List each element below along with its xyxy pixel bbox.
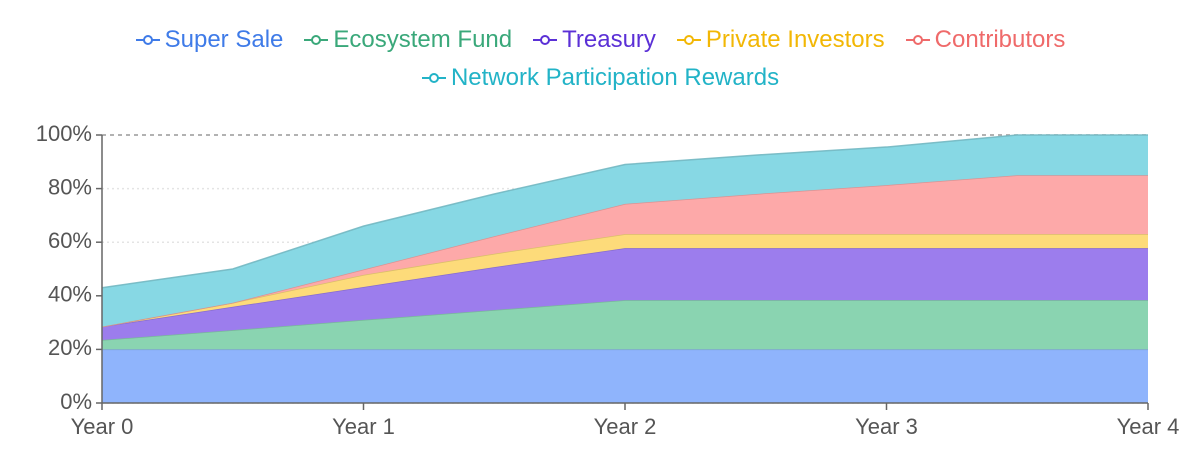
legend-label: Network Participation Rewards bbox=[450, 64, 780, 91]
legend-dot bbox=[142, 35, 153, 45]
legend: Super Sale Ecosystem Fund Treasury Private … bbox=[60, 26, 1140, 92]
legend-label: Private Investors bbox=[705, 26, 885, 53]
legend-item[interactable]: Contributors bbox=[905, 26, 1066, 54]
legend-label: Ecosystem Fund bbox=[333, 26, 513, 53]
y-tick-label: 20% bbox=[48, 335, 92, 360]
legend-icon bbox=[905, 35, 930, 45]
legend-label: Treasury bbox=[562, 26, 656, 53]
legend-icon bbox=[135, 35, 160, 45]
y-tick-label: 100% bbox=[36, 121, 92, 146]
area bbox=[102, 248, 1148, 341]
x-tick-label: Year 0 bbox=[71, 414, 134, 439]
legend-item[interactable]: Network Participation Rewards bbox=[421, 64, 779, 92]
legend-icon bbox=[304, 35, 329, 45]
x-tick-label: Year 1 bbox=[332, 414, 395, 439]
y-tick-label: 80% bbox=[48, 174, 92, 199]
legend-dot bbox=[540, 35, 551, 45]
y-tick-label: 40% bbox=[48, 282, 92, 307]
legend-label: Contributors bbox=[934, 26, 1066, 53]
legend-icon bbox=[533, 35, 558, 45]
legend-item[interactable]: Super Sale bbox=[135, 26, 284, 54]
legend-icon bbox=[676, 35, 701, 45]
legend-item[interactable]: Private Investors bbox=[676, 26, 885, 54]
area bbox=[102, 349, 1148, 403]
legend-dot bbox=[912, 35, 923, 45]
legend-label: Super Sale bbox=[164, 26, 284, 53]
legend-dot bbox=[683, 35, 694, 45]
x-tick-label: Year 4 bbox=[1117, 414, 1180, 439]
y-tick-label: 60% bbox=[48, 228, 92, 253]
area bbox=[102, 175, 1148, 327]
area bbox=[102, 300, 1148, 350]
legend-dot bbox=[311, 35, 322, 45]
legend-dot bbox=[428, 73, 439, 83]
area bbox=[102, 234, 1148, 327]
legend-icon bbox=[421, 73, 446, 83]
area-edge bbox=[101, 134, 1148, 289]
x-tick-label: Year 3 bbox=[855, 414, 918, 439]
legend-item[interactable]: Ecosystem Fund bbox=[303, 26, 512, 54]
legend-item[interactable]: Treasury bbox=[532, 26, 656, 54]
area bbox=[102, 135, 1148, 327]
x-tick-label: Year 2 bbox=[594, 414, 657, 439]
y-tick-label: 0% bbox=[60, 389, 92, 414]
